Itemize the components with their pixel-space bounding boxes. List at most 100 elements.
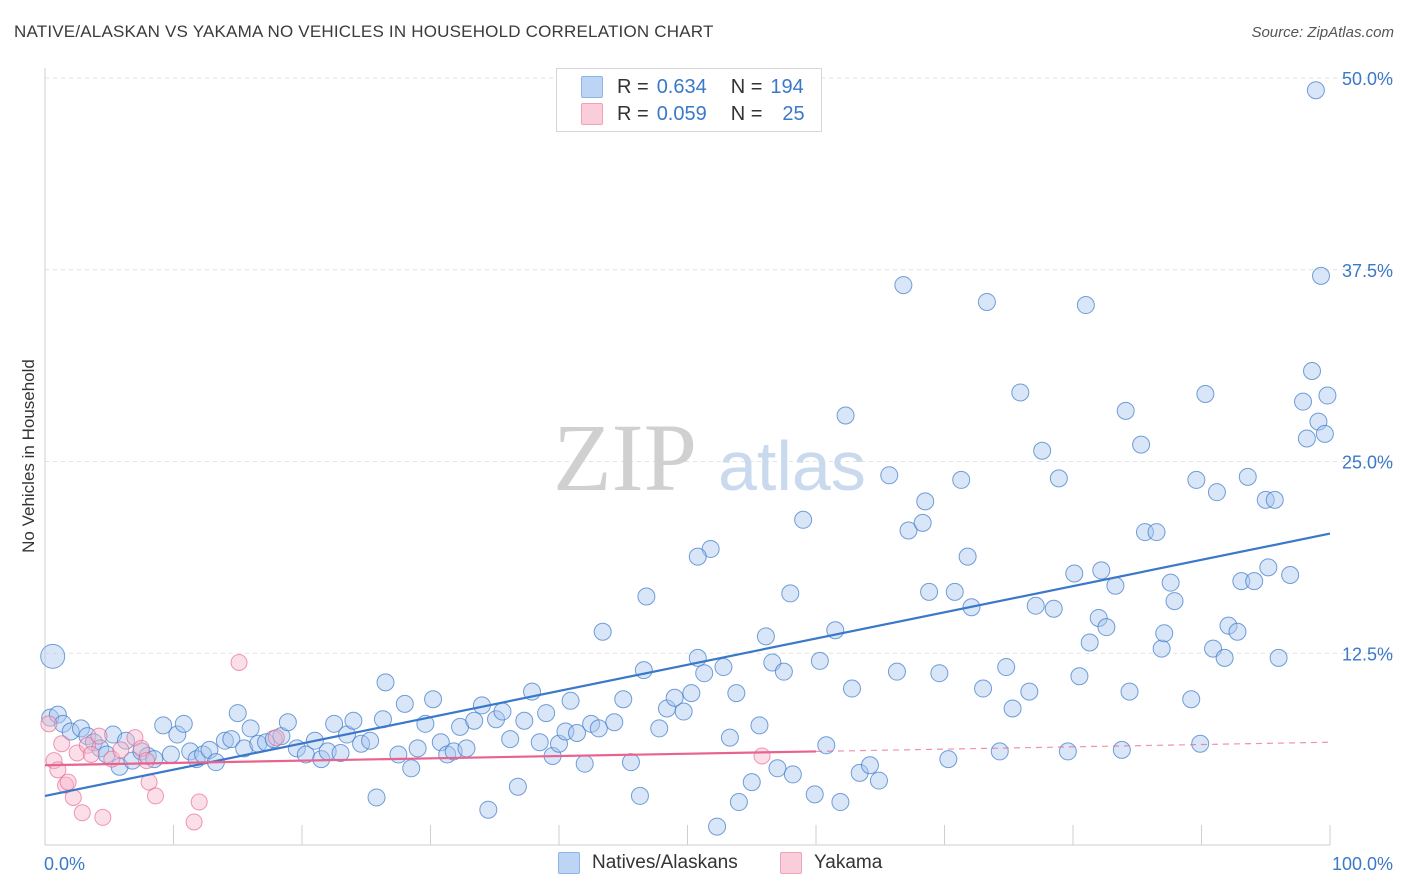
data-point-natives [997, 658, 1016, 677]
data-point-yakama [147, 787, 165, 805]
data-point-natives [805, 785, 824, 804]
data-point-natives [899, 521, 918, 540]
watermark-atlas: atlas [718, 427, 866, 505]
data-point-natives [402, 759, 421, 778]
tick-labels: 12.5% 25.0% 37.5% 50.0% 0.0% 100.0% [44, 69, 1393, 874]
data-point-natives [1089, 608, 1108, 627]
data-point-natives [637, 587, 656, 606]
data-point-natives [61, 722, 80, 741]
data-point-yakama [78, 736, 96, 754]
series-natives-alaskans [40, 81, 1337, 836]
data-point-natives [215, 731, 234, 750]
data-point-yakama [190, 793, 208, 811]
data-point-natives [1303, 361, 1322, 380]
data-point-natives [530, 733, 549, 752]
legend-r-label: R = [617, 102, 649, 125]
data-point-natives [367, 788, 386, 807]
data-point-natives [1187, 470, 1206, 489]
data-point-natives [614, 690, 633, 709]
trend-line-yakama-extension [815, 741, 1331, 753]
data-point-natives [1155, 624, 1174, 643]
data-point-natives [913, 513, 932, 532]
data-point-natives [395, 694, 414, 713]
data-point-natives [174, 714, 193, 733]
data-point-natives [479, 800, 498, 819]
data-point-natives [810, 651, 829, 670]
data-point-natives [1196, 385, 1215, 404]
data-point-natives [1097, 618, 1116, 637]
data-point-yakama [73, 804, 91, 822]
y-tick-label: 25.0% [1342, 453, 1393, 473]
data-point-yakama [57, 776, 75, 794]
data-point-natives [1281, 566, 1300, 585]
legend-n-label: N = [730, 75, 763, 98]
bottom-legend-label: Yakama [814, 852, 883, 873]
data-point-natives [1003, 699, 1022, 718]
data-point-natives [48, 705, 67, 724]
data-point-natives [695, 664, 714, 683]
x-tick-label: 0.0% [44, 854, 85, 874]
data-point-natives [493, 702, 512, 721]
data-point-yakama [138, 752, 156, 770]
data-point-natives [561, 691, 580, 710]
data-point-natives [154, 716, 173, 735]
data-point-natives [1147, 523, 1166, 542]
data-point-natives [836, 406, 855, 425]
bottom-legend-natives: Natives/Alaskans [558, 852, 738, 874]
data-point-natives [945, 582, 964, 601]
data-point-natives [465, 711, 484, 730]
data-point-natives [1152, 639, 1171, 658]
data-point-natives [990, 742, 1009, 761]
data-point-natives [974, 679, 993, 698]
data-point-yakama [59, 773, 77, 791]
data-point-natives [1265, 490, 1284, 509]
trend-line-natives [44, 532, 1331, 797]
data-point-natives [630, 786, 649, 805]
data-point-natives [1120, 682, 1139, 701]
data-point-natives [168, 725, 187, 744]
legend-r-label: R = [617, 75, 649, 98]
data-point-natives [1044, 599, 1063, 618]
y-axis-label: No Vehicles in Household [19, 359, 38, 553]
data-point-natives [674, 702, 693, 721]
data-point-natives [930, 664, 949, 683]
data-point-natives [1238, 467, 1257, 486]
data-point-natives [589, 719, 608, 738]
data-point-natives [727, 684, 746, 703]
data-point-natives [228, 704, 247, 723]
data-point-natives [880, 466, 899, 485]
data-point-natives [1318, 386, 1337, 405]
data-point-natives [556, 722, 575, 741]
data-point-yakama [112, 741, 130, 759]
data-point-natives [794, 510, 813, 529]
data-point-natives [1245, 572, 1264, 591]
data-point-natives [650, 719, 669, 738]
data-point-natives [682, 684, 701, 703]
data-point-yakama [126, 729, 144, 747]
chart-title: NATIVE/ALASKAN VS YAKAMA NO VEHICLES IN … [14, 22, 714, 41]
data-point-natives [241, 719, 260, 738]
watermark-zip: ZIP [553, 404, 697, 511]
data-point-natives [1165, 592, 1184, 611]
data-point-natives [1315, 424, 1334, 443]
data-point-natives [958, 547, 977, 566]
data-point-natives [1076, 296, 1095, 315]
data-point-natives [817, 736, 836, 755]
data-point-natives [1033, 441, 1052, 460]
data-point-natives [567, 724, 586, 743]
data-point-natives [1080, 633, 1099, 652]
data-point-natives [831, 793, 850, 812]
data-point-natives [1191, 734, 1210, 753]
data-point-natives [457, 739, 476, 758]
y-tick-label: 37.5% [1342, 261, 1393, 281]
bottom-legend-label: Natives/Alaskans [592, 852, 738, 873]
data-point-natives [222, 730, 241, 749]
data-point-natives [952, 470, 971, 489]
data-point-natives [860, 756, 879, 775]
data-point-natives [1058, 742, 1077, 761]
data-point-natives [1116, 401, 1135, 420]
data-point-natives [720, 728, 739, 747]
data-point-natives [920, 582, 939, 601]
data-point-natives [621, 753, 640, 772]
